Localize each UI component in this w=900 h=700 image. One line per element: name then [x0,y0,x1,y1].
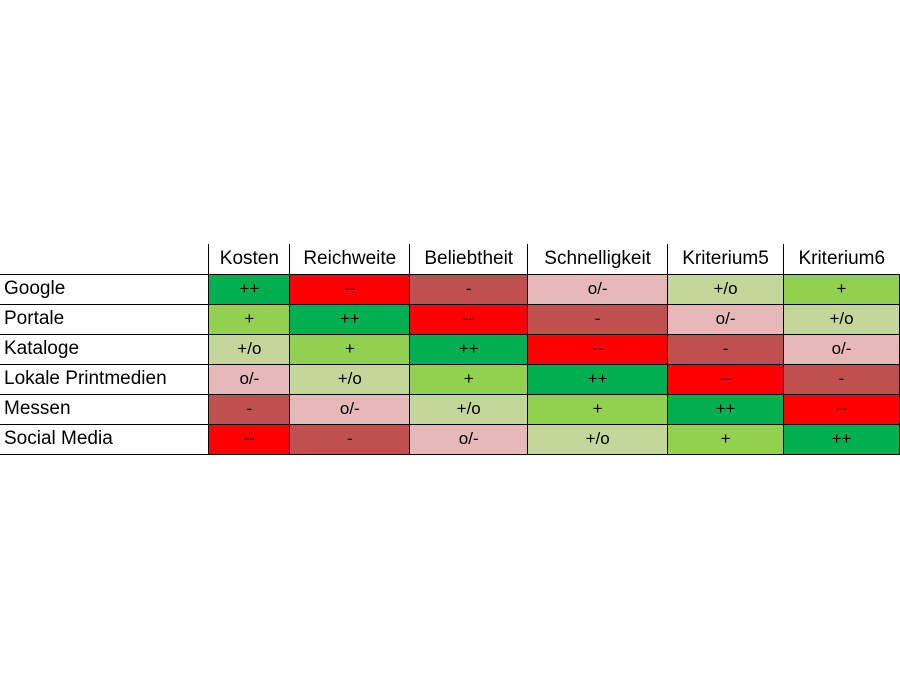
rating-cell: o/- [289,394,410,425]
table-row: Google ++ -- - o/- +/o + [0,274,900,305]
rating-cell: - [409,274,528,305]
column-header: Reichweite [289,244,410,275]
table-row: Kataloge +/o + ++ -- - o/- [0,334,900,365]
rating-cell: + [289,334,410,365]
rating-cell: + [208,304,290,335]
rating-cell: + [667,424,784,455]
table-row: Portale + ++ -- - o/- +/o [0,304,900,335]
rating-cell: +/o [208,334,290,365]
table-row: Lokale Printmedien o/- +/o + ++ -- - [0,364,900,395]
rating-cell: -- [289,274,410,305]
rating-cell: o/- [783,334,900,365]
column-header: Kriterium6 [783,244,900,275]
rating-cell: ++ [208,274,290,305]
rating-cell: - [289,424,410,455]
rating-cell: - [527,304,668,335]
rating-cell: - [208,394,290,425]
rating-cell: -- [208,424,290,455]
column-header: Schnelligkeit [527,244,668,275]
rating-cell: -- [409,304,528,335]
column-header: Kriterium5 [667,244,784,275]
corner-cell [0,244,209,275]
rating-cell: +/o [667,274,784,305]
rating-cell: + [783,274,900,305]
rating-cell: +/o [289,364,410,395]
row-label: Kataloge [0,334,209,365]
rating-cell: + [409,364,528,395]
rating-cell: o/- [208,364,290,395]
rating-cell: +/o [527,424,668,455]
rating-cell: +/o [783,304,900,335]
rating-cell: ++ [667,394,784,425]
column-header: Kosten [208,244,290,275]
table-row: Social Media -- - o/- +/o + ++ [0,424,900,455]
row-label: Lokale Printmedien [0,364,209,395]
header-row: Kosten Reichweite Beliebtheit Schnelligk… [0,244,900,275]
rating-cell: o/- [409,424,528,455]
row-label: Social Media [0,424,209,455]
rating-cell: ++ [783,424,900,455]
row-label: Portale [0,304,209,335]
rating-cell: o/- [527,274,668,305]
rating-cell: +/o [409,394,528,425]
rating-cell: - [783,364,900,395]
rating-cell: -- [667,364,784,395]
rating-cell: o/- [667,304,784,335]
rating-cell: + [527,394,668,425]
rating-cell: ++ [527,364,668,395]
rating-cell: -- [783,394,900,425]
rating-cell: ++ [289,304,410,335]
rating-cell: -- [527,334,668,365]
table-row: Messen - o/- +/o + ++ -- [0,394,900,425]
row-label: Google [0,274,209,305]
rating-cell: - [667,334,784,365]
rating-cell: ++ [409,334,528,365]
column-header: Beliebtheit [409,244,528,275]
row-label: Messen [0,394,209,425]
rating-matrix: Kosten Reichweite Beliebtheit Schnelligk… [0,244,900,455]
